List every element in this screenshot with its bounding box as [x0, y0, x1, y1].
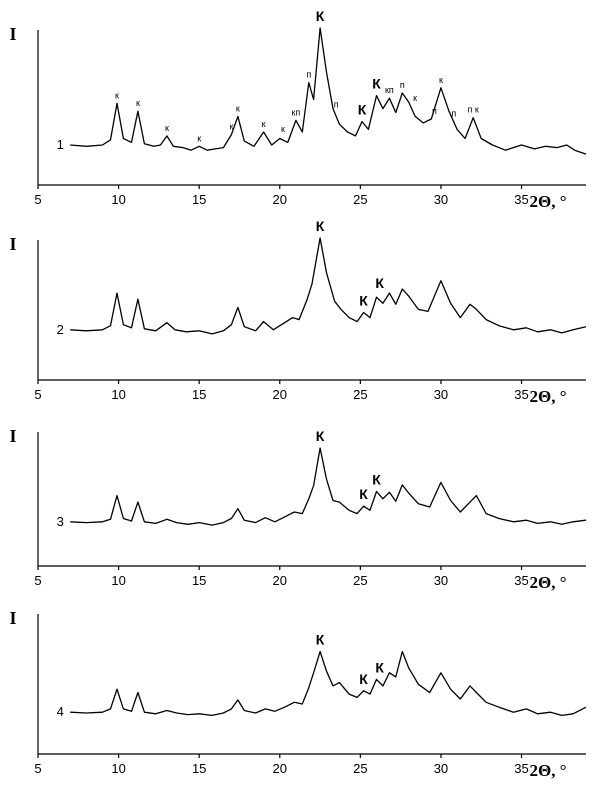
x-tick-label-2-4: 25 [353, 387, 367, 402]
peak-label-1-15: п [400, 80, 405, 90]
peak-label-1-11: п [334, 100, 339, 110]
curve-label-1: 1 [57, 137, 64, 152]
peak-label-2-0: К [316, 218, 325, 234]
peak-label-4-0: К [316, 631, 325, 647]
peak-label-4-1: К [359, 671, 368, 687]
x-tick-label-2-3: 20 [273, 387, 287, 402]
x-tick-label-1-6: 35 [514, 192, 528, 207]
peak-label-1-14: кп [385, 85, 394, 95]
diffractogram-trace-4 [70, 650, 587, 717]
x-tick-label-4-6: 35 [514, 761, 528, 776]
x-tick-label-2-1: 10 [111, 387, 125, 402]
y-axis-title-2: I [9, 234, 16, 254]
peak-label-1-6: к [262, 119, 266, 129]
peak-label-2-2: К [375, 275, 384, 291]
peak-label-1-18: п [432, 106, 437, 116]
peak-label-1-7: к [281, 124, 285, 134]
x-tick-label-4-2: 15 [192, 761, 206, 776]
x-tick-label-4-5: 30 [434, 761, 448, 776]
x-tick-label-4-4: 25 [353, 761, 367, 776]
peak-label-1-3: к [197, 133, 201, 143]
diffractogram-trace-3 [70, 447, 587, 526]
x-tick-label-3-4: 25 [353, 573, 367, 588]
x-tick-label-1-4: 25 [353, 192, 367, 207]
x-axis-title-2: 2Θ, ° [529, 387, 566, 406]
peak-label-1-4: к [229, 122, 233, 132]
peak-label-1-16: к [413, 93, 417, 103]
x-tick-label-3-6: 35 [514, 573, 528, 588]
x-tick-label-1-1: 10 [111, 192, 125, 207]
y-axis-title-3: I [9, 426, 16, 446]
diffractogram-trace-2 [70, 237, 587, 335]
y-axis-title-4: I [9, 608, 16, 628]
peak-label-1-1: к [136, 98, 140, 108]
x-tick-label-3-1: 10 [111, 573, 125, 588]
x-tick-label-3-5: 30 [434, 573, 448, 588]
peak-label-1-2: к [165, 123, 169, 133]
peak-label-3-1: К [359, 486, 368, 502]
x-tick-label-1-5: 30 [434, 192, 448, 207]
curve-label-2: 2 [57, 322, 64, 337]
x-tick-label-2-0: 5 [34, 387, 41, 402]
peak-label-1-5: к [236, 103, 240, 113]
peak-label-1-10: К [316, 8, 325, 24]
peak-label-1-13: К [372, 76, 381, 92]
x-tick-label-1-3: 20 [273, 192, 287, 207]
x-axis-title-3: 2Θ, ° [529, 573, 566, 592]
peak-label-2-1: К [359, 292, 368, 308]
peak-label-1-20: п к [468, 105, 479, 115]
x-tick-label-4-1: 10 [111, 761, 125, 776]
curve-label-4: 4 [57, 704, 64, 719]
x-tick-label-2-5: 30 [434, 387, 448, 402]
x-tick-label-1-0: 5 [34, 192, 41, 207]
x-tick-label-3-3: 20 [273, 573, 287, 588]
curve-label-3: 3 [57, 514, 64, 529]
x-tick-label-1-2: 15 [192, 192, 206, 207]
peak-label-1-9: п [306, 70, 311, 80]
x-tick-label-3-2: 15 [192, 573, 206, 588]
y-axis-title-1: I [9, 24, 16, 44]
x-axis-title-1: 2Θ, ° [529, 192, 566, 211]
peak-label-1-0: к [115, 90, 119, 100]
peak-label-4-2: К [375, 659, 384, 675]
peak-label-3-2: К [372, 471, 381, 487]
x-tick-label-2-6: 35 [514, 387, 528, 402]
peak-label-1-17: к [439, 75, 443, 85]
peak-label-1-19: п [451, 109, 456, 119]
x-tick-label-2-2: 15 [192, 387, 206, 402]
diffractogram-trace-1 [70, 27, 587, 155]
peak-label-1-12: К [358, 102, 367, 118]
peak-label-1-8: кп [291, 107, 300, 117]
x-tick-label-3-0: 5 [34, 573, 41, 588]
x-tick-label-4-3: 20 [273, 761, 287, 776]
x-tick-label-4-0: 5 [34, 761, 41, 776]
peak-label-3-0: К [316, 428, 325, 444]
x-axis-title-4: 2Θ, ° [529, 761, 566, 780]
